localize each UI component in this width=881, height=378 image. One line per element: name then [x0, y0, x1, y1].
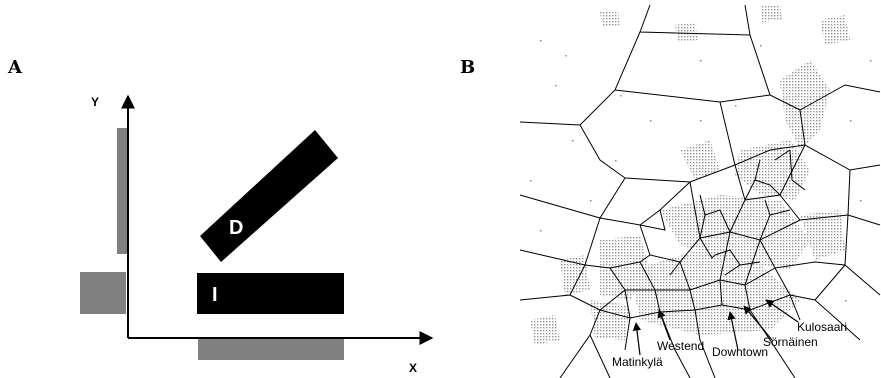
- panel-a: A Y X D I: [7, 57, 434, 375]
- arrow-matinkyla: [632, 322, 642, 356]
- shape-i-label: I: [212, 284, 218, 306]
- arrow-kulosaari: [765, 299, 799, 323]
- arrow-downtown: [727, 311, 739, 351]
- label-westend: Westend: [657, 339, 704, 353]
- label-kulosaari: Kulosaari: [797, 320, 847, 334]
- voronoi-network: [519, 4, 881, 378]
- arrow-sornainen: [743, 305, 773, 341]
- scattered-dots: [530, 40, 872, 302]
- arrow-westend: [657, 309, 671, 341]
- population-dots: [530, 5, 850, 345]
- shape-d: [200, 130, 338, 262]
- x-axis-label: X: [409, 361, 417, 375]
- panel-b-letter: B: [460, 57, 475, 78]
- y-axis-label: Y: [91, 95, 99, 109]
- shape-d-label: D: [229, 217, 243, 239]
- panel-b: B: [460, 4, 881, 378]
- panel-a-letter: A: [7, 57, 23, 78]
- label-downtown: Downtown: [712, 345, 768, 359]
- y-projection-d: [117, 128, 127, 254]
- label-matinkyla: Matinkylä: [612, 355, 663, 369]
- label-arrows: [632, 299, 799, 356]
- label-sornainen: Sörnäinen: [763, 335, 818, 349]
- y-projection-i: [80, 272, 126, 314]
- x-projection: [198, 338, 344, 360]
- shape-i: [197, 273, 344, 314]
